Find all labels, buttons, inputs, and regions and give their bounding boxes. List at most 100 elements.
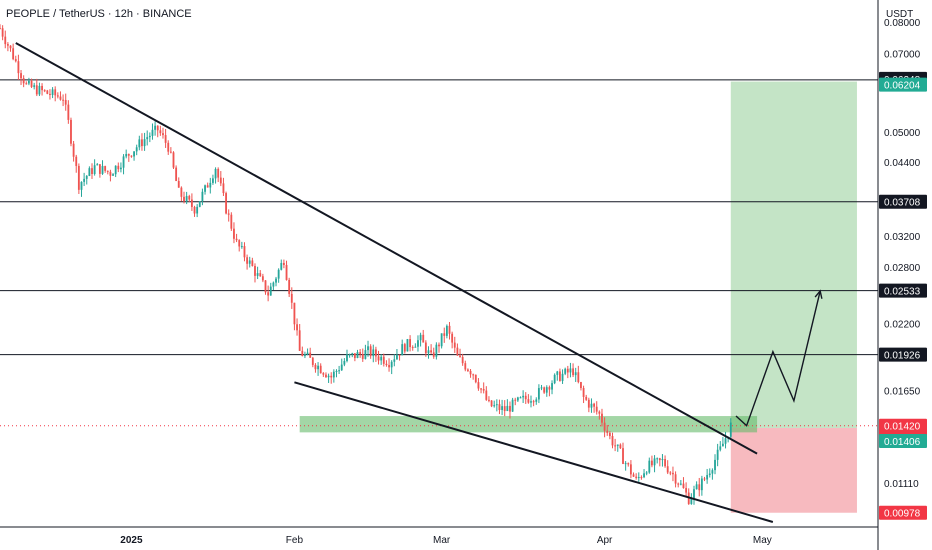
target-tag-bg [879,77,927,92]
symbol-title[interactable]: PEOPLE / TetherUS · 12h · BINANCE [6,8,192,20]
candle-body [719,446,722,450]
candle-body [151,129,154,136]
candle-body [259,273,262,277]
candle-body [430,350,433,353]
level-tag-3-bg [879,347,927,362]
candle-body [553,374,556,384]
candle-body [317,365,319,370]
time-tick-label: May [753,535,772,546]
candle-body [572,368,574,376]
projection-path [735,290,821,427]
candle-body [238,240,241,247]
candle-body [80,181,83,190]
candle-body [511,399,514,412]
candle-body [93,165,96,175]
candle-body [167,142,170,152]
candle-body [729,422,732,437]
candle-body [311,357,314,365]
candle-body [351,353,354,355]
candle-body [543,387,546,393]
candle-body [716,449,719,460]
candle-body [175,167,178,181]
stop-tag: 0.00978 [884,509,921,520]
target-zone [730,81,857,429]
trendlines-layer [15,42,823,523]
price-tick-label: 0.01110 [884,479,919,490]
candle-body [25,83,28,85]
price-tick-label: 0.08000 [884,18,921,29]
candle-body [503,406,506,412]
candle-body [474,374,477,383]
candle-body [461,356,464,364]
candle-body [122,156,125,168]
candle-body [6,44,9,46]
descending-resistance-line [15,42,758,455]
candle-body [564,368,567,374]
candle-body [393,359,396,362]
candle-body [359,352,362,354]
candles-layer [0,24,732,505]
candle-body [435,344,438,357]
candle-body [527,399,530,403]
time-tick-label: 2025 [120,535,143,546]
candle-body [417,340,419,347]
candle-body [669,472,672,474]
horizontal-levels-layer [0,79,878,427]
candle-body [235,238,238,241]
candle-body [616,444,619,446]
candle-body [1,28,4,37]
candle-body [672,472,674,475]
candle-body [219,177,222,184]
candle-body [480,388,482,390]
candle-body [109,171,112,176]
candle-body [96,164,99,166]
candle-body [485,390,488,400]
candle-body [403,344,406,352]
candle-body [438,344,440,347]
candle-body [459,355,461,357]
candle-body [314,364,317,370]
candle-body [522,395,525,398]
candle-body [509,405,511,412]
candle-body [388,365,390,368]
candle-body [112,174,114,176]
candle-body [280,262,283,270]
candle-body [296,324,298,331]
candle-body [143,139,146,147]
candle-body [288,279,291,294]
candle-body [301,350,304,356]
candle-body [411,347,414,349]
candle-body [490,400,493,407]
candle-body [77,165,80,190]
candle-body [12,48,15,60]
candle-body [177,180,180,188]
price-tick-label: 0.05000 [884,128,921,139]
candle-body [624,463,627,465]
candle-body [374,349,377,357]
candle-body [608,432,611,437]
candle-body [690,497,693,504]
candle-body [390,361,393,368]
candle-body [154,125,157,130]
currency-label[interactable]: USDT [886,9,914,20]
candle-body [422,334,425,343]
candle-body [59,96,62,100]
candle-body [346,354,348,361]
candle-body [369,346,372,357]
candle-body [559,371,561,381]
candle-body [488,399,490,401]
candle-body [682,483,685,489]
candle-body [445,325,448,336]
candle-body [698,484,701,491]
candle-body [101,166,104,174]
candle-body [343,360,346,365]
candle-body [451,333,454,343]
level-tag-2: 0.02533 [884,287,921,298]
candle-body [4,36,7,45]
level-tag-3: 0.01926 [884,351,921,362]
candle-body [677,483,680,485]
candle-body [530,401,532,403]
candle-body [293,302,296,325]
candle-body [622,448,624,464]
